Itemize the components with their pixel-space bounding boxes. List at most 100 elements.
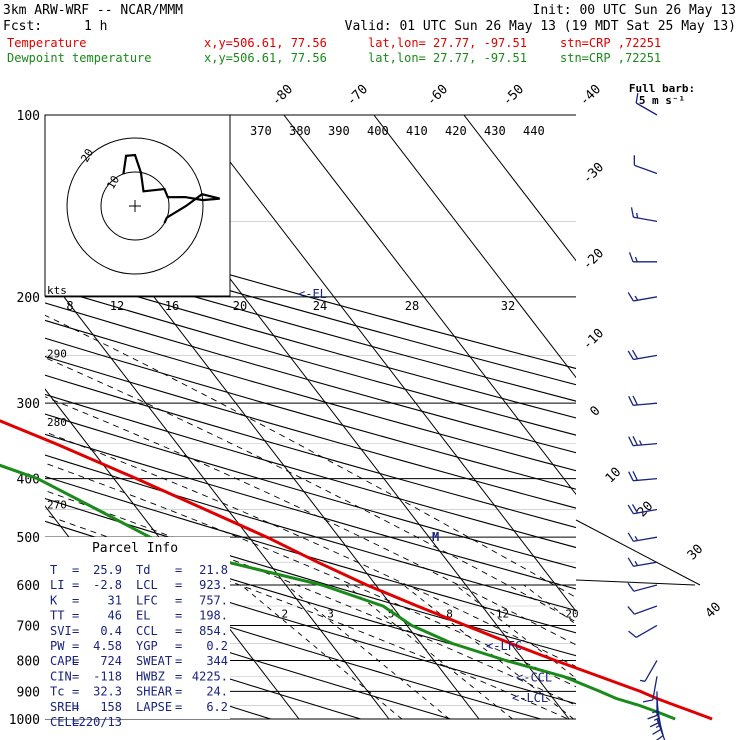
parcel-cell-0-1: = [72, 563, 79, 577]
barb-flag [631, 504, 639, 514]
barb-shaft [633, 584, 658, 592]
speed-tick-8: 8 [66, 299, 73, 313]
parcel-cell-7-1: = [72, 669, 79, 683]
parcel-cell-5-5: 0.2 [206, 639, 228, 653]
isotherm-extension-40 [575, 579, 696, 586]
speed-tick-16: 16 [165, 299, 179, 313]
parcel-cell-0-5: 21.8 [199, 563, 228, 577]
parcel-cell-5-4: = [175, 639, 182, 653]
wind-key-line2: 5 m s⁻¹ [639, 94, 685, 107]
moist-adiabat-12 [45, 514, 570, 719]
dry-adiabat-270 [45, 593, 453, 719]
hodograph-trace [122, 153, 220, 224]
parcel-cell-8-2: 32.3 [93, 685, 122, 699]
barb-flag [631, 349, 639, 360]
theta-e-label-430: 430 [484, 124, 506, 138]
parcel-cell-3-0: TT [50, 609, 64, 623]
parcel-cell-9-2: 158 [100, 700, 122, 714]
barb-flag [627, 582, 635, 592]
pressure-label-800: 800 [17, 654, 40, 669]
mixing-ratio-2 [240, 584, 403, 719]
legend-temperature-stn: stn=CRP ,72251 [560, 36, 661, 50]
barb-flag [634, 256, 638, 263]
barb-flag [632, 471, 638, 481]
wind-barb-600 [627, 582, 658, 592]
parcel-info-bg [45, 537, 230, 719]
pressure-label-300: 300 [17, 397, 40, 412]
parcel-cell-2-0: K [50, 593, 58, 607]
barb-flag [635, 92, 639, 104]
wind-key-line1: Full barb: [629, 82, 695, 95]
pressure-label-100: 100 [17, 109, 40, 124]
parcel-cell-6-3: SWEAT [136, 654, 172, 668]
parcel-cell-9-4: = [175, 700, 182, 714]
isotherm--10 [45, 271, 390, 719]
isotherm-label--50: -50 [500, 82, 527, 109]
parcel-cell-4-1: = [72, 624, 79, 638]
model-title: 3km ARW-WRF -- NCAR/MMM [3, 3, 183, 18]
parcel-cell-10-2: 220/13 [79, 715, 122, 729]
dry-adiabat-260 [45, 619, 363, 719]
legend-temperature-name: Temperature [7, 36, 86, 50]
theta-label-280: 280 [47, 416, 67, 429]
hodograph-ring-label-1: 10 [104, 174, 122, 192]
parcel-cell-9-0: SREH [50, 700, 79, 714]
parcel-cell-6-5: 344 [206, 654, 228, 668]
speed-tick-24: 24 [313, 299, 327, 313]
wind-barb-700 [628, 624, 658, 638]
barb-shaft [634, 605, 658, 615]
barb-flag [628, 436, 634, 446]
barb-flag [628, 252, 634, 263]
legend-dewpoint-stn: stn=CRP ,72251 [560, 51, 661, 65]
parcel-cell-10-1: = [72, 715, 79, 729]
wind-barb-450 [627, 504, 658, 515]
wind-barb-550 [627, 557, 658, 567]
theta-e-label-440: 440 [523, 124, 545, 138]
barb-flag [627, 292, 634, 302]
speed-tick-28: 28 [405, 299, 419, 313]
barb-flag [639, 679, 646, 682]
wind-barb-500 [627, 532, 658, 542]
marker-ccl: <-CCL [516, 671, 552, 685]
theta-e-label-370: 370 [250, 124, 272, 138]
isotherm-20 [193, 115, 576, 613]
wind-barb-850 [642, 676, 658, 703]
mixing-ratio-label-20: 20 [565, 608, 578, 621]
wind-barb-200 [627, 292, 658, 302]
theta-label-270: 270 [47, 499, 67, 512]
barb-flag [655, 724, 661, 729]
speed-tick-12: 12 [110, 299, 124, 313]
theta-e-label-420: 420 [445, 124, 467, 138]
parcel-cell-6-2: 724 [100, 654, 122, 668]
isotherm-label--40: -40 [577, 82, 604, 109]
barb-flag [638, 440, 643, 446]
parcel-cell-3-2: 46 [108, 609, 122, 623]
parcel-cell-7-0: CIN [50, 669, 72, 683]
parcel-cell-4-4: = [175, 624, 182, 638]
theta-e-label-410: 410 [406, 124, 428, 138]
parcel-cell-4-2: 0.4 [100, 624, 122, 638]
parcel-cell-3-5: 198. [199, 609, 228, 623]
parcel-cell-4-3: CCL [136, 624, 158, 638]
parcel-cell-2-1: = [72, 593, 79, 607]
parcel-cell-4-5: 854. [199, 624, 228, 638]
marker-el: <-EL [298, 287, 327, 301]
legend-dewpoint: Dewpoint temperature x,y=506.61, 77.56 l… [7, 51, 661, 65]
wind-barb-350 [628, 436, 658, 447]
wind-barb-300 [628, 395, 658, 406]
hodograph-ring-2 [66, 137, 204, 275]
isotherm-label-30: 30 [685, 542, 707, 564]
wind-barb-125 [633, 155, 658, 175]
isotherm-label--20: -20 [580, 246, 607, 273]
parcel-cell-9-5: 6.2 [206, 700, 228, 714]
isotherm-40 [373, 115, 576, 379]
pressure-label-900: 900 [17, 685, 40, 700]
isotherm-labels: -80 -70 -60 -50 -40 -30 -20 -10 0 10 20 30 40 [269, 82, 724, 621]
dry-adiabat-460 [45, 221, 576, 370]
barb-flag [627, 606, 635, 615]
freezing-level-marker: M [432, 530, 439, 544]
fcst-label: Fcst: [3, 19, 42, 34]
hodograph-ring-1 [100, 171, 170, 241]
moist-adiabat-32 [45, 357, 576, 623]
mixing-ratio-label-12: 12 [496, 608, 509, 621]
